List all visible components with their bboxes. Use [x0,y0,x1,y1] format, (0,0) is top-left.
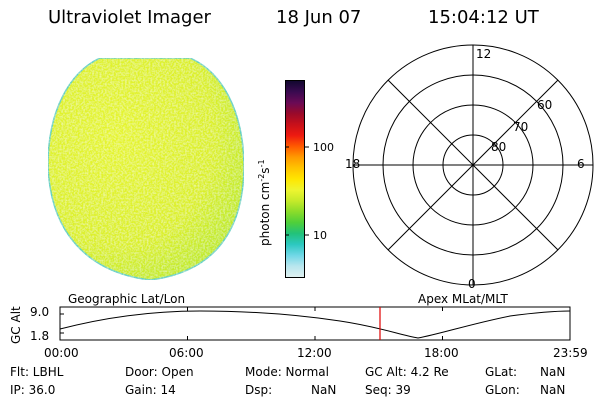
seq-readout: Seq: 39 [365,383,411,397]
glon-label: GLon: [485,383,520,397]
gc-alt-readout: GC Alt: 4.2 Re [365,365,449,379]
observation-time: 15:04:12 UT [428,7,539,28]
timeline-left-label: Geographic Lat/Lon [68,292,186,306]
polar-label-70: 70 [513,120,529,134]
timeline-x-tick-0: 00:00 [44,346,79,360]
timeline-frame [59,306,571,341]
timeline-x-tick-1: 06:00 [169,346,204,360]
dsp-value: NaN [311,383,337,397]
mode-readout: Mode: Normal [245,365,329,379]
intensity-colorbar [285,80,305,278]
ip-readout: IP: 36.0 [10,383,56,397]
polar-label-80: 80 [491,140,507,154]
glat-value: NaN [540,365,566,379]
glat-label: GLat: [485,365,518,379]
polar-diagonal-2 [387,79,559,251]
polar-label-60: 60 [537,98,553,112]
dsp-label: Dsp: [245,383,273,397]
timeline-right-label: Apex MLat/MLT [418,292,508,306]
colorbar-tick-100: 100 [313,141,334,154]
colorbar-tick-10: 10 [313,229,327,242]
polar-label-18: 18 [345,157,361,171]
polar-label-12: 12 [476,47,492,61]
timeline-x-tick-4: 23:59 [553,346,588,360]
timeline-x-tick-2: 12:00 [297,346,332,360]
timeline-y-min: 1.8 [30,329,50,343]
observation-date: 18 Jun 07 [276,7,362,28]
altitude-curve [59,310,571,339]
instrument-title: Ultraviolet Imager [48,7,211,28]
door-readout: Door: Open [125,365,194,379]
polar-label-6: 6 [577,157,585,171]
colorbar-ticks [285,146,309,236]
glon-value: NaN [540,383,566,397]
filter-readout: Flt: LBHL [10,365,64,379]
earth-disk [47,57,245,281]
polar-label-0: 0 [468,277,476,291]
timeline-y-max: 9.0 [30,305,50,319]
timeline-ticks [59,307,571,340]
timeline-x-tick-3: 18:00 [424,346,459,360]
gain-readout: Gain: 14 [125,383,176,397]
